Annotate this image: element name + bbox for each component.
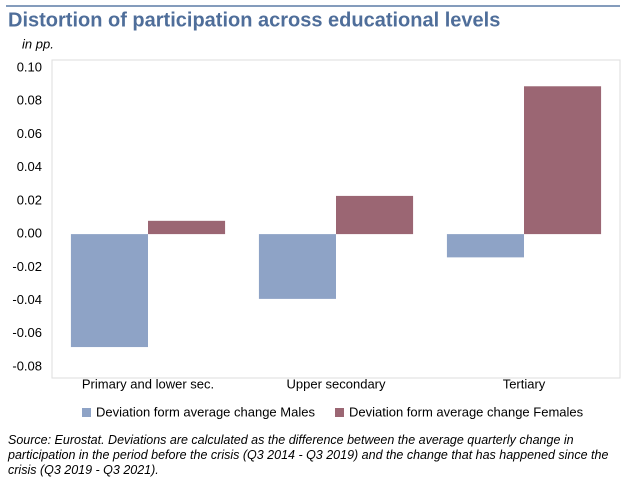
y-tick-label: -0.04 — [12, 292, 42, 307]
y-tick-label: 0.08 — [17, 93, 42, 108]
bar — [70, 234, 148, 348]
y-tick-label: -0.08 — [12, 358, 42, 373]
source-note: Source: Eurostat. Deviations are calcula… — [8, 433, 609, 477]
plot-frame — [51, 59, 621, 379]
bar — [336, 195, 414, 235]
chart-title: Distortion of participation across educa… — [8, 9, 500, 31]
y-tick-label: 0.00 — [17, 226, 42, 241]
y-tick-label: -0.02 — [12, 259, 42, 274]
y-tick-label: -0.06 — [12, 325, 42, 340]
x-tick-label: Upper secondary — [287, 376, 386, 391]
legend-label: Deviation form average change Males — [96, 404, 315, 419]
bar — [148, 220, 226, 235]
bar — [258, 234, 336, 299]
y-tick-label: 0.06 — [17, 126, 42, 141]
y-tick-label: 0.04 — [17, 159, 42, 174]
chart: Distortion of participation across educa… — [6, 5, 621, 419]
bar — [446, 234, 524, 258]
legend-swatch — [335, 408, 344, 417]
legend-swatch — [82, 408, 91, 417]
subtitle: in pp. — [22, 36, 54, 51]
y-tick-label: 0.02 — [17, 192, 42, 207]
x-tick-label: Tertiary — [503, 376, 546, 391]
y-tick-label: 0.10 — [17, 59, 42, 74]
bar — [524, 86, 602, 235]
legend-label: Deviation form average change Females — [349, 404, 584, 419]
x-tick-label: Primary and lower sec. — [82, 376, 214, 391]
